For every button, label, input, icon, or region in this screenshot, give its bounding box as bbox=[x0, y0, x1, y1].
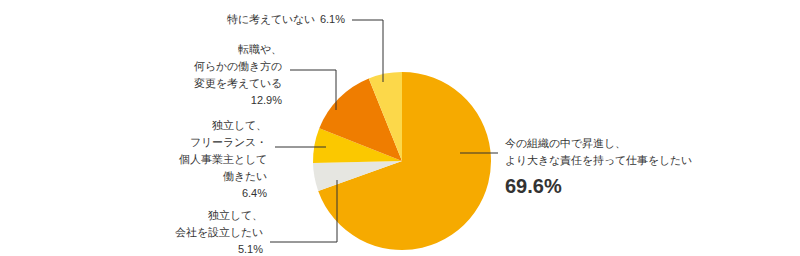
category-label: 転職や、 bbox=[238, 43, 282, 55]
labels: 今の組織の中で昇進し、より大きな責任を持って仕事をしたい 69.6% 独立して、会社… bbox=[175, 13, 692, 255]
chart: 今の組織の中で昇進し、より大きな責任を持って仕事をしたい 69.6% 独立して、会社… bbox=[0, 0, 800, 256]
category-label: 特に考えていない bbox=[227, 13, 315, 25]
pie bbox=[313, 72, 491, 250]
category-label: 独立して、 bbox=[208, 209, 263, 221]
slice bbox=[369, 72, 402, 161]
category-label: 何らかの働き方の bbox=[194, 60, 282, 72]
category-label: フリーランス・ bbox=[190, 136, 267, 148]
leader-line bbox=[460, 153, 498, 154]
category-label: 今の組織の中で昇進し、 bbox=[505, 137, 626, 149]
value-label: 5.1% bbox=[238, 243, 263, 255]
leader-line bbox=[275, 147, 326, 148]
category-label: より大きな責任を持って仕事をしたい bbox=[505, 154, 692, 166]
leader-line bbox=[352, 20, 383, 82]
value-label: 12.9% bbox=[251, 94, 282, 106]
category-label: 働きたい bbox=[223, 170, 267, 182]
slice bbox=[313, 161, 402, 191]
category-label: 会社を設立したい bbox=[175, 226, 263, 238]
category-label: 独立して、 bbox=[212, 119, 267, 131]
value-label: 6.1% bbox=[320, 13, 345, 25]
category-label: 個人事業主として bbox=[179, 153, 267, 165]
leader-line bbox=[290, 70, 336, 110]
category-label: 変更を考えている bbox=[194, 77, 282, 89]
value-label: 6.4% bbox=[242, 187, 267, 199]
leader-line bbox=[270, 180, 337, 242]
value-label: 69.6% bbox=[505, 175, 562, 197]
category-label: 特に考えていない 6.1% bbox=[227, 13, 345, 25]
